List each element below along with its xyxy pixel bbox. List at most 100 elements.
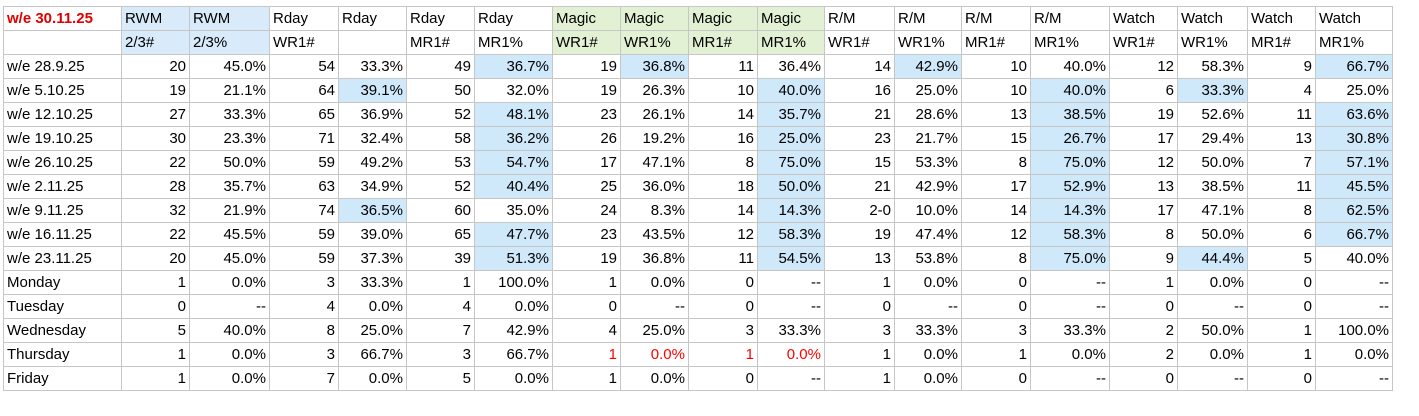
table-cell[interactable]: 25.0% <box>757 126 825 151</box>
table-cell[interactable]: 15 <box>824 150 895 175</box>
column-header[interactable]: Magic <box>620 6 689 31</box>
table-cell[interactable]: 11 <box>1247 174 1316 199</box>
table-cell[interactable]: 75.0% <box>1030 246 1110 271</box>
table-cell[interactable]: 50.0% <box>1177 222 1248 247</box>
table-cell[interactable]: 10.0% <box>894 198 962 223</box>
table-cell[interactable]: 45.0% <box>189 54 270 79</box>
table-cell[interactable]: 9 <box>1247 54 1316 79</box>
table-cell[interactable]: 1 <box>824 270 895 295</box>
table-cell[interactable]: 0 <box>1247 294 1316 319</box>
table-cell[interactable]: 0.0% <box>189 270 270 295</box>
table-cell[interactable]: 19 <box>824 222 895 247</box>
table-cell[interactable]: 32 <box>121 198 190 223</box>
table-cell[interactable]: 3 <box>824 318 895 343</box>
column-header[interactable]: R/M <box>1030 6 1110 31</box>
table-cell[interactable]: 0 <box>1109 366 1178 391</box>
table-cell[interactable]: 0 <box>824 294 895 319</box>
table-cell[interactable]: -- <box>894 294 962 319</box>
table-cell[interactable]: 0.0% <box>894 366 962 391</box>
table-cell[interactable]: 53.8% <box>894 246 962 271</box>
table-cell[interactable]: 23.3% <box>189 126 270 151</box>
table-cell[interactable]: 1 <box>552 270 621 295</box>
table-cell[interactable]: 33.3% <box>189 102 270 127</box>
column-header[interactable]: R/M <box>961 6 1031 31</box>
table-cell[interactable]: -- <box>1030 270 1110 295</box>
table-cell[interactable]: 3 <box>961 318 1031 343</box>
column-subheader[interactable]: MR1# <box>961 30 1031 55</box>
table-cell[interactable]: 39.0% <box>338 222 407 247</box>
row-label[interactable]: Thursday <box>3 342 122 367</box>
column-subheader[interactable]: MR1# <box>406 30 475 55</box>
column-header[interactable]: Magic <box>757 6 825 31</box>
row-label[interactable]: w/e 19.10.25 <box>3 126 122 151</box>
table-cell[interactable]: 66.7% <box>1315 54 1393 79</box>
table-cell[interactable]: -- <box>1315 366 1393 391</box>
table-cell[interactable]: -- <box>1315 294 1393 319</box>
table-cell[interactable]: 0 <box>961 294 1031 319</box>
table-cell[interactable]: 0.0% <box>620 342 689 367</box>
table-cell[interactable]: 8 <box>688 150 758 175</box>
table-cell[interactable]: 21 <box>824 174 895 199</box>
table-cell[interactable]: 9 <box>1109 246 1178 271</box>
column-header[interactable]: R/M <box>894 6 962 31</box>
table-cell[interactable]: 19.2% <box>620 126 689 151</box>
table-cell[interactable]: 45.0% <box>189 246 270 271</box>
column-subheader[interactable]: MR1# <box>688 30 758 55</box>
table-cell[interactable]: 0 <box>1247 366 1316 391</box>
table-cell[interactable]: 36.8% <box>620 246 689 271</box>
table-cell[interactable]: 58.3% <box>1030 222 1110 247</box>
table-cell[interactable]: 47.1% <box>620 150 689 175</box>
table-cell[interactable]: 3 <box>269 270 339 295</box>
table-cell[interactable]: 57.1% <box>1315 150 1393 175</box>
table-cell[interactable]: -- <box>1177 366 1248 391</box>
row-label[interactable]: Wednesday <box>3 318 122 343</box>
table-cell[interactable]: 25.0% <box>620 318 689 343</box>
table-cell[interactable]: 14.3% <box>757 198 825 223</box>
table-cell[interactable]: 58.3% <box>1177 54 1248 79</box>
table-cell[interactable]: 33.3% <box>338 54 407 79</box>
column-subheader[interactable]: WR1# <box>552 30 621 55</box>
table-cell[interactable]: 8 <box>269 318 339 343</box>
row-label[interactable]: Monday <box>3 270 122 295</box>
table-cell[interactable]: 33.3% <box>757 318 825 343</box>
table-cell[interactable]: 0.0% <box>894 270 962 295</box>
table-cell[interactable]: 23 <box>824 126 895 151</box>
table-cell[interactable]: 44.4% <box>1177 246 1248 271</box>
table-cell[interactable]: 65 <box>269 102 339 127</box>
table-cell[interactable]: 3 <box>688 318 758 343</box>
table-cell[interactable]: 0.0% <box>474 366 553 391</box>
column-subheader[interactable]: MR1% <box>1030 30 1110 55</box>
table-cell[interactable]: 66.7% <box>338 342 407 367</box>
table-cell[interactable]: 8 <box>1109 222 1178 247</box>
table-cell[interactable]: 59 <box>269 222 339 247</box>
column-subheader[interactable]: WR1% <box>620 30 689 55</box>
table-cell[interactable]: 20 <box>121 54 190 79</box>
table-cell[interactable]: 33.3% <box>1177 78 1248 103</box>
table-cell[interactable]: 19 <box>1109 102 1178 127</box>
column-header[interactable]: RWM <box>121 6 190 31</box>
table-cell[interactable]: -- <box>757 294 825 319</box>
table-cell[interactable]: 38.5% <box>1177 174 1248 199</box>
table-cell[interactable]: 60 <box>406 198 475 223</box>
table-cell[interactable]: 42.9% <box>894 54 962 79</box>
table-cell[interactable]: 66.7% <box>1315 222 1393 247</box>
table-cell[interactable]: 49 <box>406 54 475 79</box>
row-label[interactable]: w/e 9.11.25 <box>3 198 122 223</box>
table-cell[interactable]: 1 <box>121 342 190 367</box>
table-cell[interactable]: 25.0% <box>338 318 407 343</box>
table-cell[interactable]: 21.1% <box>189 78 270 103</box>
table-cell[interactable]: 11 <box>1247 102 1316 127</box>
table-cell[interactable]: 0.0% <box>757 342 825 367</box>
column-header[interactable]: Magic <box>688 6 758 31</box>
table-cell[interactable]: -- <box>189 294 270 319</box>
table-cell[interactable]: 39 <box>406 246 475 271</box>
column-header[interactable]: R/M <box>824 6 895 31</box>
table-cell[interactable]: 0.0% <box>338 294 407 319</box>
table-cell[interactable]: 21.7% <box>894 126 962 151</box>
table-cell[interactable]: 28.6% <box>894 102 962 127</box>
table-cell[interactable]: 0 <box>1247 270 1316 295</box>
week-ending-label[interactable]: w/e 30.11.25 <box>3 6 122 31</box>
table-cell[interactable]: 35.7% <box>189 174 270 199</box>
column-subheader[interactable]: WR1# <box>269 30 339 55</box>
table-cell[interactable]: 59 <box>269 246 339 271</box>
